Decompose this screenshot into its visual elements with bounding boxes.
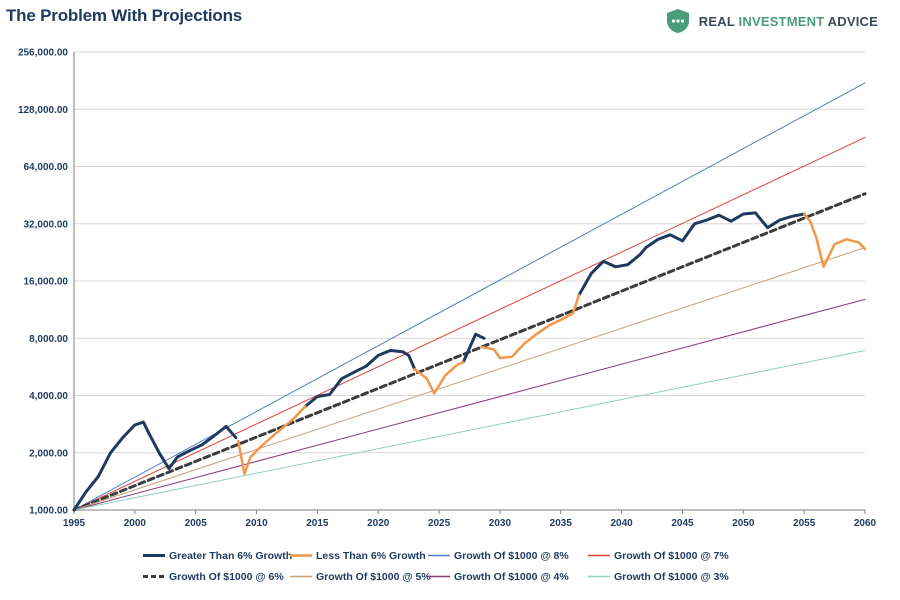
series-line-growth-of-1000-8 bbox=[73, 82, 866, 511]
y-tick-label: 16,000.00 bbox=[24, 277, 69, 288]
legend-label: Less Than 6% Growth bbox=[316, 550, 426, 562]
legend-label: Greater Than 6% Growth bbox=[169, 550, 292, 562]
series-line-less-than-6-growth bbox=[802, 212, 867, 269]
series-lines bbox=[72, 82, 867, 512]
series-line-less-than-6-growth bbox=[237, 405, 307, 476]
y-tick-label: 32,000.00 bbox=[24, 219, 69, 230]
x-tick-label: 2035 bbox=[550, 518, 573, 529]
brand-name-suffix: ADVICE bbox=[824, 13, 878, 29]
brand-name: REAL INVESTMENT ADVICE bbox=[699, 14, 878, 29]
series-line-greater-than-6-growth bbox=[577, 211, 806, 297]
x-tick-label: 2000 bbox=[124, 518, 147, 529]
legend-label: Growth Of $1000 @ 8% bbox=[454, 550, 569, 562]
brand-name-accent: INVESTMENT bbox=[738, 13, 825, 29]
y-tick-label: 1,000.00 bbox=[29, 506, 68, 517]
series-line-growth-of-1000-7 bbox=[73, 136, 866, 511]
x-tick-label: 2060 bbox=[854, 518, 877, 529]
x-tick-label: 2015 bbox=[306, 518, 329, 529]
legend-label: Growth Of $1000 @ 5% bbox=[316, 571, 431, 583]
chart-title: The Problem With Projections bbox=[6, 6, 243, 25]
y-tick-label: 128,000.00 bbox=[18, 105, 68, 116]
legend-label: Growth Of $1000 @ 6% bbox=[169, 571, 284, 583]
x-tick-label: 2055 bbox=[793, 518, 816, 529]
x-tick-label: 2010 bbox=[245, 518, 268, 529]
x-tick-label: 2045 bbox=[671, 518, 694, 529]
brand-shield-icon bbox=[666, 9, 689, 33]
y-tick-label: 2,000.00 bbox=[29, 448, 68, 459]
y-tick-label: 64,000.00 bbox=[24, 162, 69, 173]
series-line-greater-than-6-growth bbox=[461, 332, 486, 364]
series-line-greater-than-6-growth bbox=[303, 349, 417, 408]
series-line-growth-of-1000-3 bbox=[73, 350, 866, 511]
y-tick-label: 8,000.00 bbox=[29, 334, 68, 345]
legend-label: Growth Of $1000 @ 7% bbox=[614, 550, 729, 562]
brand-name-prefix: REAL bbox=[698, 13, 739, 29]
series-line-greater-than-6-growth bbox=[72, 420, 238, 512]
y-axis-ticks: 1,000.00 2,000.00 4,000.00 8,000.00 16,000.0… bbox=[18, 48, 68, 517]
x-tick-label: 2005 bbox=[185, 518, 208, 529]
brand-logo-block: REAL INVESTMENT ADVICE bbox=[665, 8, 878, 34]
legend: Greater Than 6% Growth Less Than 6% Growt… bbox=[143, 550, 729, 583]
x-tick-label: 2040 bbox=[610, 518, 633, 529]
legend-label: Growth Of $1000 @ 3% bbox=[614, 571, 729, 583]
axes bbox=[73, 52, 865, 511]
series-line-growth-of-1000-5 bbox=[73, 247, 866, 511]
y-tick-label: 256,000.00 bbox=[18, 48, 68, 59]
x-tick-label: 1995 bbox=[63, 518, 86, 529]
x-axis-ticks: 1995 2000 2005 2010 2015 2020 2025 2030 2035 2040… bbox=[63, 510, 877, 529]
x-tick-label: 2050 bbox=[732, 518, 755, 529]
x-tick-label: 2030 bbox=[489, 518, 512, 529]
gridlines bbox=[74, 51, 865, 454]
series-line-growth-of-1000-6 bbox=[72, 192, 867, 512]
y-tick-label: 4,000.00 bbox=[29, 391, 68, 402]
series-line-growth-of-1000-4 bbox=[73, 298, 866, 511]
x-tick-label: 2025 bbox=[428, 518, 451, 529]
series-line-less-than-6-growth bbox=[413, 360, 465, 395]
series-line-less-than-6-growth bbox=[480, 293, 581, 360]
legend-label: Growth Of $1000 @ 4% bbox=[454, 571, 569, 583]
x-tick-label: 2020 bbox=[367, 518, 390, 529]
